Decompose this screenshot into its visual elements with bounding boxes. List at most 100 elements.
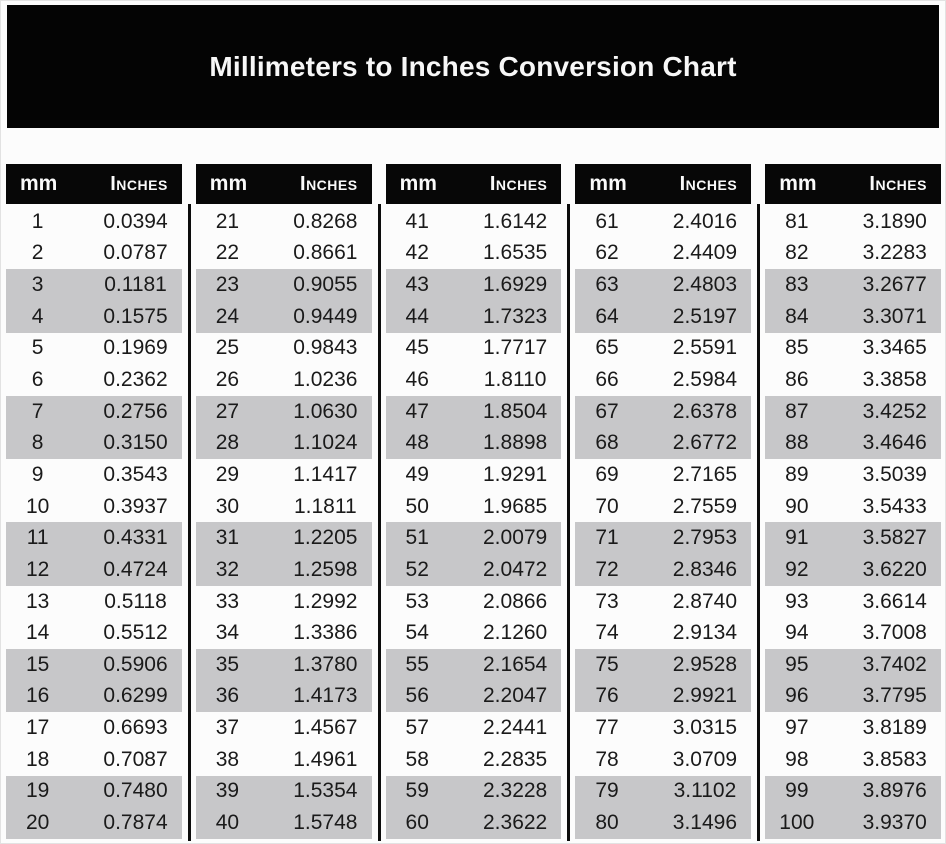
inches-value: 3.3858 <box>862 368 927 392</box>
table-row: 99 3.8976 <box>765 775 941 808</box>
mm-value: 89 <box>785 462 809 486</box>
inches-value: 3.7402 <box>862 652 927 676</box>
inches-value: 3.4646 <box>862 431 927 455</box>
inches-value: 2.7165 <box>672 462 738 486</box>
column-group-header: mm Inches <box>195 164 372 204</box>
column-group-header: mm Inches <box>765 164 941 204</box>
table-row: 52 2.0472 <box>385 554 562 586</box>
table-row: 5 0.1969 <box>6 333 182 365</box>
table-row: 22 0.8661 <box>196 238 372 270</box>
table-row: 53 2.0866 <box>386 586 562 618</box>
inches-value: 3.2677 <box>862 273 927 297</box>
inches-value: 0.7087 <box>103 747 168 771</box>
inches-header-label: Inches <box>489 172 548 195</box>
inches-value: 3.8583 <box>862 747 927 771</box>
table-row: 87 3.4252 <box>765 395 941 428</box>
mm-value: 94 <box>785 621 809 645</box>
mm-value: 91 <box>785 526 809 550</box>
mm-value: 62 <box>595 241 619 265</box>
mm-value: 42 <box>405 241 429 265</box>
mm-value: 54 <box>405 621 429 645</box>
mm-value: 10 <box>25 494 50 518</box>
table-row: 78 3.0709 <box>575 744 751 776</box>
table-row: 40 1.5748 <box>195 807 372 839</box>
mm-value: 69 <box>595 462 619 486</box>
inches-value: 0.3150 <box>103 431 168 455</box>
inches-value: 2.9134 <box>672 621 738 645</box>
mm-value: 32 <box>215 557 240 581</box>
mm-value: 74 <box>595 621 619 645</box>
mm-value: 1 <box>31 209 44 233</box>
inches-value: 2.5984 <box>672 368 738 392</box>
table-row: 47 1.8504 <box>385 395 562 428</box>
table-row: 61 2.4016 <box>575 206 751 238</box>
mm-value: 90 <box>785 494 809 518</box>
inches-value: 2.0472 <box>483 557 548 581</box>
table-row: 12 0.4724 <box>6 554 182 586</box>
table-row: 28 1.1024 <box>195 427 372 460</box>
inches-value: 2.9528 <box>672 652 738 676</box>
inches-value: 0.3543 <box>103 462 168 486</box>
inches-value: 2.4409 <box>672 241 738 265</box>
mm-value: 13 <box>25 589 50 613</box>
mm-value: 95 <box>785 652 809 676</box>
inches-value: 3.5827 <box>862 526 927 550</box>
inches-value: 0.5906 <box>103 652 168 676</box>
inches-value: 3.6614 <box>862 589 927 613</box>
table-row: 19 0.7480 <box>6 775 182 808</box>
mm-value: 11 <box>26 526 49 550</box>
inches-value: 0.0787 <box>103 241 168 265</box>
table-row: 18 0.7087 <box>6 744 182 776</box>
inches-value: 3.3465 <box>862 336 927 360</box>
inches-value: 3.5433 <box>862 494 927 518</box>
table-row: 1 0.0394 <box>6 206 182 238</box>
mm-value: 81 <box>785 209 809 233</box>
mm-value: 7 <box>31 399 44 423</box>
table-row: 38 1.4961 <box>196 744 372 776</box>
table-row: 58 2.2835 <box>386 744 562 776</box>
mm-value: 33 <box>215 589 240 613</box>
mm-value: 36 <box>215 684 240 708</box>
inches-value: 1.4961 <box>293 747 358 771</box>
inches-value: 2.2441 <box>483 716 548 740</box>
column-divider <box>377 204 381 841</box>
mm-header-label: mm <box>20 172 58 195</box>
table-row: 10 0.3937 <box>6 491 182 523</box>
mm-value: 68 <box>595 431 619 455</box>
mm-value: 83 <box>785 273 809 297</box>
table-row: 67 2.6378 <box>575 395 752 428</box>
table-row: 8 0.3150 <box>6 427 182 460</box>
inches-value: 0.1969 <box>103 336 168 360</box>
mm-header-label: mm <box>209 172 248 195</box>
inches-value: 1.4173 <box>293 684 358 708</box>
mm-value: 34 <box>215 621 240 645</box>
inches-value: 1.3780 <box>293 652 358 676</box>
table-row: 80 3.1496 <box>575 807 752 839</box>
inches-value: 3.8189 <box>862 716 927 740</box>
mm-value: 96 <box>785 684 809 708</box>
inches-value: 1.3386 <box>293 621 358 645</box>
inches-header-label: Inches <box>110 172 168 195</box>
mm-value: 14 <box>25 621 50 645</box>
inches-value: 1.7323 <box>483 304 548 328</box>
inches-value: 2.2835 <box>483 747 548 771</box>
inches-value: 3.4252 <box>862 399 927 423</box>
inches-value: 1.1811 <box>293 494 357 518</box>
inches-value: 2.6772 <box>672 431 738 455</box>
table-row: 90 3.5433 <box>765 491 941 523</box>
table-column-group: mm Inches 21 0.8268 22 0.8661 23 0.9055 24 0.9449… <box>195 164 372 841</box>
mm-value: 98 <box>785 747 809 771</box>
mm-value: 41 <box>405 209 429 233</box>
table-row: 86 3.3858 <box>765 364 941 396</box>
mm-value: 16 <box>25 684 50 708</box>
column-divider <box>757 204 761 841</box>
table-row: 11 0.4331 <box>6 522 182 555</box>
table-row: 96 3.7795 <box>765 680 941 713</box>
inches-value: 0.9449 <box>293 304 358 328</box>
mm-value: 75 <box>595 652 619 676</box>
table-row: 13 0.5118 <box>6 586 182 618</box>
inches-value: 1.7717 <box>483 336 548 360</box>
mm-value: 53 <box>405 589 429 613</box>
table-row: 4 0.1575 <box>6 300 182 333</box>
